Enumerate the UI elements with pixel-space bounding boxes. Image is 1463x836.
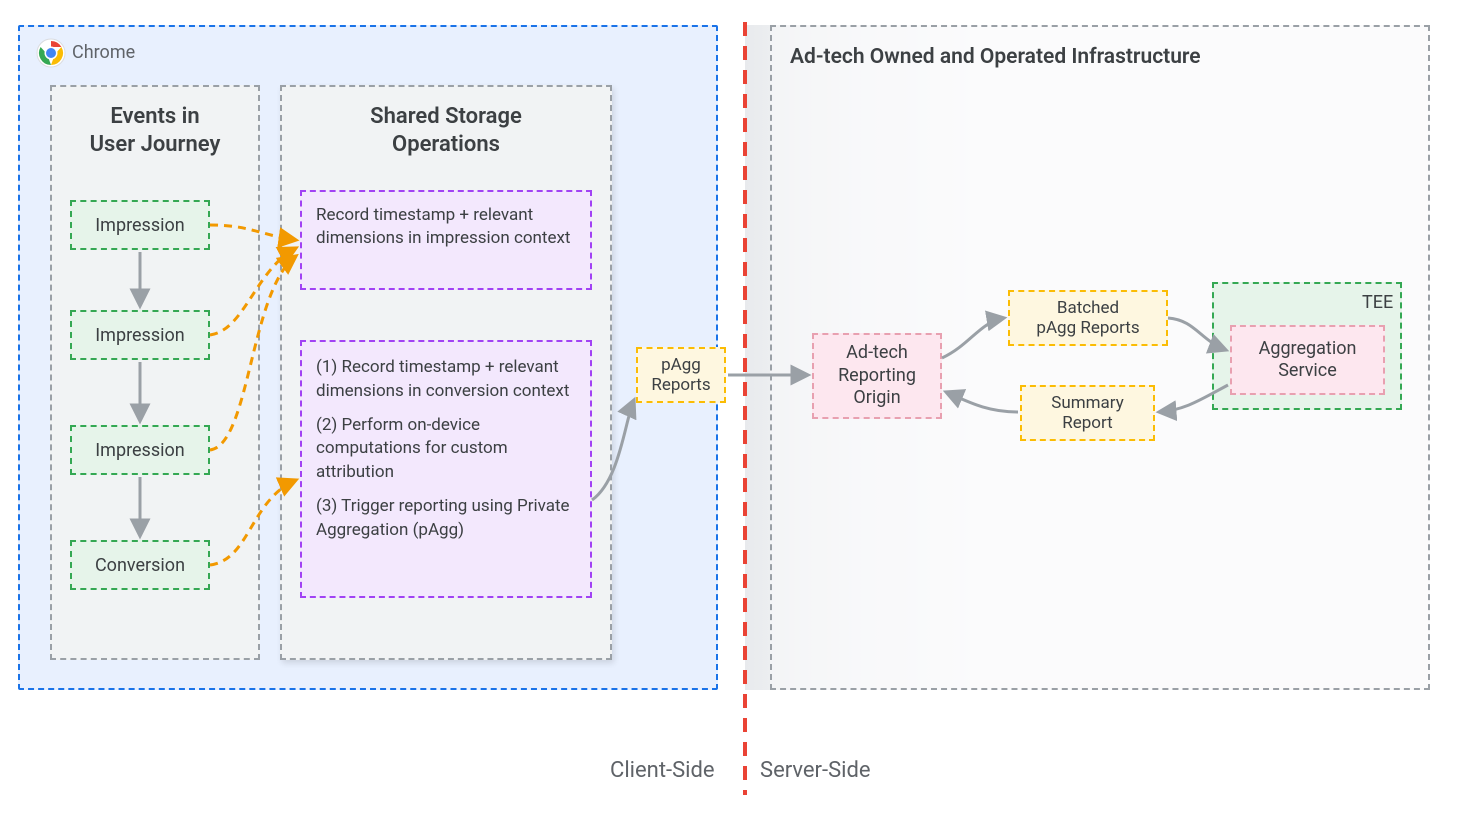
storage-op-conversion: (1) Record timestamp + relevant dimensio… (300, 340, 592, 598)
event-label: Conversion (95, 555, 185, 576)
chrome-label: Chrome (72, 42, 135, 63)
event-conversion: Conversion (70, 540, 210, 590)
storage-op1-text: Record timestamp + relevant dimensions i… (316, 205, 571, 248)
storage-title-line1: Shared Storage (370, 104, 522, 129)
pagg-reports-node: pAgg Reports (636, 347, 726, 403)
summary-line2: Report (1062, 413, 1112, 433)
storage-panel-title: Shared Storage Operations (280, 103, 612, 158)
pagg-line1: pAgg (661, 355, 701, 375)
batched-line2: pAgg Reports (1036, 318, 1139, 338)
storage-op2-line1: (1) Record timestamp + relevant dimensio… (316, 356, 576, 404)
events-title-line2: User Journey (90, 132, 221, 157)
event-label: Impression (95, 325, 184, 346)
caption-client-side: Client-Side (610, 758, 715, 783)
event-impression-1: Impression (70, 200, 210, 250)
storage-op2-line2: (2) Perform on-device computations for c… (316, 414, 576, 485)
tee-label: TEE (1362, 292, 1393, 313)
infra-panel-title: Ad-tech Owned and Operated Infrastructur… (790, 45, 1201, 69)
aggregation-service-node: Aggregation Service (1230, 325, 1385, 395)
batched-reports-node: Batched pAgg Reports (1008, 290, 1168, 346)
event-impression-2: Impression (70, 310, 210, 360)
storage-op2-line3: (3) Trigger reporting using Private Aggr… (316, 495, 576, 543)
adtech-origin-node: Ad-tech Reporting Origin (812, 333, 942, 419)
event-label: Impression (95, 215, 184, 236)
summary-line1: Summary (1051, 393, 1123, 413)
agg-line2: Service (1278, 360, 1337, 383)
agg-line1: Aggregation (1259, 338, 1357, 361)
storage-title-line2: Operations (392, 132, 500, 157)
adtech-line2: Reporting (838, 365, 916, 388)
batched-line1: Batched (1057, 298, 1119, 318)
events-panel-title: Events in User Journey (50, 103, 260, 158)
diagram-stage: Chrome Events in User Journey Shared Sto… (0, 0, 1463, 836)
chrome-icon (36, 38, 66, 68)
caption-server-side: Server-Side (760, 758, 871, 783)
summary-report-node: Summary Report (1020, 385, 1155, 441)
event-label: Impression (95, 440, 184, 461)
storage-op-impression: Record timestamp + relevant dimensions i… (300, 190, 592, 290)
adtech-line3: Origin (853, 387, 900, 410)
adtech-line1: Ad-tech (846, 342, 908, 365)
events-title-line1: Events in (110, 104, 199, 129)
pagg-line2: Reports (651, 375, 710, 395)
event-impression-3: Impression (70, 425, 210, 475)
